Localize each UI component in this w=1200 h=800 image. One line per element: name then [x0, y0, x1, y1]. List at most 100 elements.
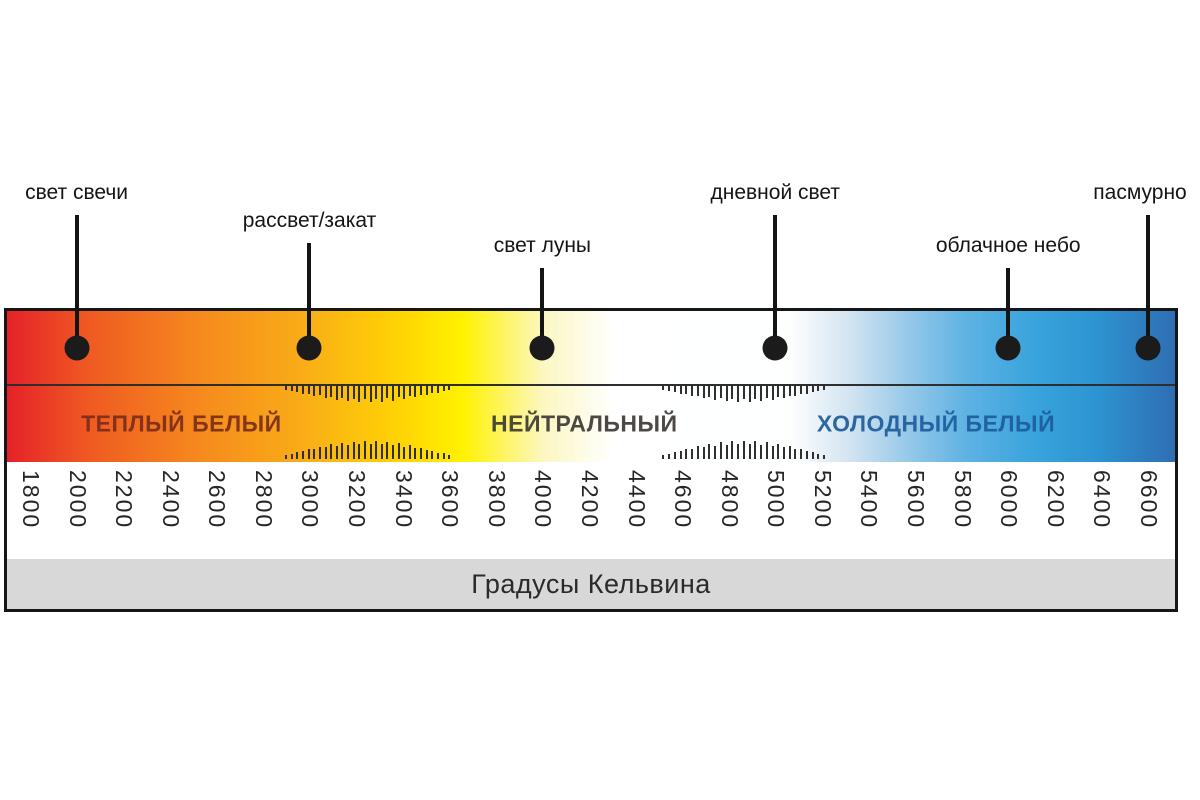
transition-tick	[800, 448, 803, 459]
transition-tick	[358, 444, 361, 459]
transition-tick	[375, 441, 378, 459]
transition-tick	[777, 386, 780, 398]
transition-tick	[754, 441, 757, 459]
transition-tick	[805, 451, 808, 459]
annotation-label: рассвет/закат	[242, 209, 377, 232]
transition-tick	[765, 442, 768, 459]
kelvin-tick-label: 5600	[903, 470, 930, 530]
transition-tick	[800, 386, 803, 394]
annotation-dot	[529, 335, 555, 361]
transition-tick	[448, 455, 451, 459]
transition-tick	[302, 386, 305, 394]
transition-tick	[719, 386, 722, 399]
transition-tick	[330, 444, 333, 459]
transition-tick	[414, 386, 417, 398]
transition-tick	[691, 449, 694, 459]
transition-tick	[363, 441, 366, 459]
transition-tick	[318, 446, 321, 459]
transition-tick	[307, 386, 310, 394]
annotation-label: облачное небо	[935, 234, 1081, 257]
kelvin-tick-label: 6200	[1042, 470, 1069, 530]
kelvin-tick-label: 2400	[157, 470, 184, 530]
transition-tick	[347, 444, 350, 459]
zone-label: ТЕПЛЫЙ БЕЛЫЙ	[81, 410, 282, 437]
transition-tick	[760, 444, 763, 459]
kelvin-tick-label: 2200	[111, 470, 138, 530]
transition-tick	[403, 386, 406, 400]
kelvin-tick-label: 5200	[809, 470, 836, 530]
transition-tick	[685, 386, 688, 394]
kelvin-tick-label: 4000	[530, 470, 557, 530]
transition-tick	[369, 444, 372, 459]
transition-tick	[679, 451, 682, 459]
transition-tick	[431, 386, 434, 393]
transition-tick	[685, 448, 688, 459]
transition-tick	[696, 386, 699, 396]
transition-tick	[380, 444, 383, 459]
transition-tick	[691, 386, 694, 397]
annotation-dot	[762, 335, 788, 361]
annotation-stem	[1006, 268, 1011, 348]
transition-tick	[811, 386, 814, 392]
transition-tick	[668, 453, 671, 459]
transition-tick	[783, 386, 785, 399]
transition-tick	[302, 451, 305, 459]
transition-tick	[285, 386, 288, 390]
transition-tick	[290, 453, 293, 459]
kelvin-tick-label: 6600	[1135, 470, 1162, 530]
transition-tick	[296, 451, 299, 459]
transition-tick	[714, 445, 717, 459]
kelvin-tick-label: 5400	[856, 470, 883, 530]
zone-label: НЕЙТРАЛЬНЫЙ	[491, 410, 678, 437]
transition-tick	[380, 386, 383, 402]
transition-tick	[679, 386, 682, 394]
transition-tick	[742, 441, 745, 459]
transition-tick	[702, 386, 705, 399]
transition-tick	[436, 386, 439, 393]
transition-tick	[386, 386, 389, 399]
transition-tick	[817, 386, 820, 392]
transition-tick	[794, 386, 797, 397]
transition-tick	[285, 455, 288, 459]
transition-tick	[414, 448, 417, 459]
transition-tick	[347, 386, 350, 402]
transition-tick	[708, 444, 711, 459]
transition-tick	[425, 386, 428, 396]
transition-tick	[731, 386, 734, 399]
annotation-stem	[540, 268, 545, 348]
transition-tick	[335, 445, 338, 459]
transition-tick	[408, 445, 411, 459]
transition-tick	[765, 386, 768, 399]
transition-tick	[702, 447, 705, 459]
kelvin-tick-label: 2000	[64, 470, 91, 530]
annotation-stem	[1145, 215, 1150, 348]
annotation-label: дневной свет	[710, 181, 841, 204]
annotation-stem	[307, 243, 312, 348]
annotation-label: свет луны	[493, 234, 592, 257]
transition-tick	[714, 386, 717, 401]
transition-tick	[324, 447, 327, 459]
kelvin-tick-label: 6400	[1089, 470, 1116, 530]
annotation-dot	[296, 335, 322, 361]
zone-label: ХОЛОДНЫЙ БЕЛЫЙ	[816, 410, 1056, 437]
transition-tick	[748, 444, 751, 459]
transition-tick	[823, 386, 826, 390]
annotation-stem	[773, 215, 778, 348]
transition-tick	[386, 441, 389, 459]
transition-tick	[794, 449, 797, 459]
transition-tick	[708, 386, 711, 398]
transition-tick	[742, 386, 745, 399]
chart-frame: Градусы Кельвина	[4, 308, 1178, 612]
transition-tick	[358, 386, 361, 402]
transition-tick	[823, 455, 826, 459]
kelvin-tick-label: 3600	[437, 470, 464, 530]
transition-tick	[719, 442, 722, 459]
kelvin-tick-label: 2600	[204, 470, 231, 530]
transition-tick	[673, 451, 676, 459]
transition-tick	[313, 449, 316, 459]
annotation-dot	[1135, 335, 1161, 361]
kelvin-tick-label: 3000	[297, 470, 324, 530]
transition-tick	[425, 450, 428, 459]
transition-tick	[375, 386, 378, 399]
